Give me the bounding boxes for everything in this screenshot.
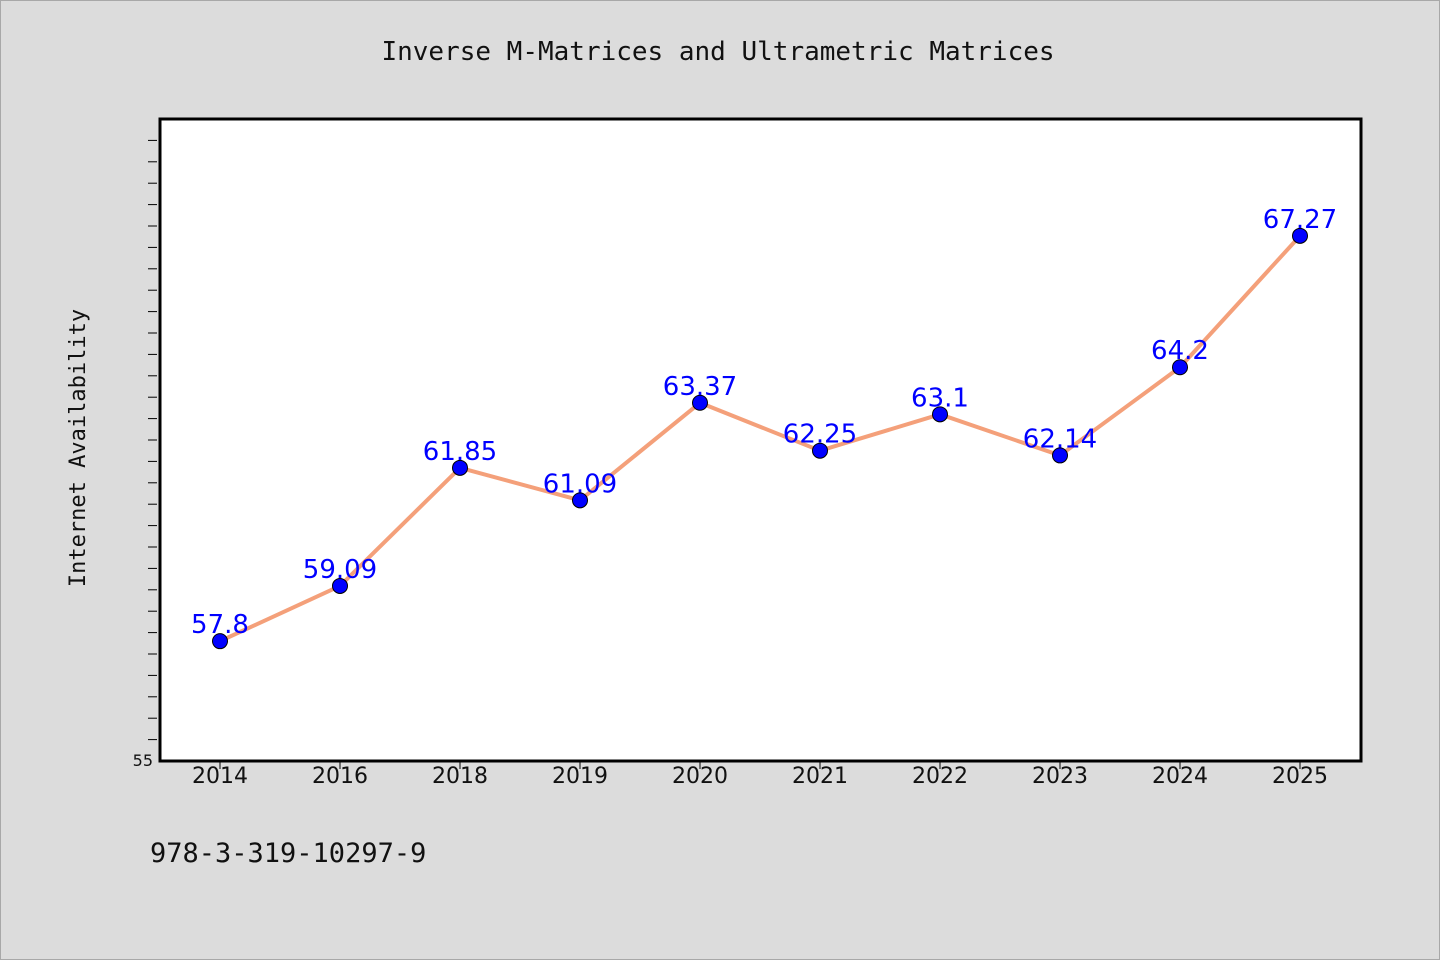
data-label: 59.09	[303, 555, 377, 585]
data-label: 63.1	[911, 383, 969, 413]
x-tick-label: 2020	[672, 764, 728, 789]
series-markers	[212, 227, 1308, 650]
data-point	[1172, 359, 1188, 376]
plot-area	[158, 117, 1363, 763]
x-tick-label: 2014	[192, 764, 248, 789]
x-tick-label: 2023	[1032, 764, 1088, 789]
data-point	[1292, 227, 1308, 244]
data-point	[332, 577, 348, 594]
chart-title: Inverse M-Matrices and Ultrametric Matri…	[381, 37, 1054, 67]
isbn-caption: 978-3-319-10297-9	[150, 838, 426, 869]
data-label: 61.09	[543, 469, 617, 499]
data-point	[812, 442, 828, 459]
data-label: 62.14	[1023, 424, 1097, 454]
y-axis-tick-label: 55	[133, 751, 153, 770]
x-tick-label: 2018	[432, 764, 488, 789]
data-label: 64.2	[1151, 336, 1209, 366]
x-tick-label: 2016	[312, 764, 368, 789]
data-point	[572, 492, 588, 509]
data-label: 57.8	[191, 610, 249, 640]
data-point	[692, 394, 708, 411]
x-tick-label: 2019	[552, 764, 608, 789]
series-line-group	[218, 233, 1302, 644]
series-line	[218, 233, 1302, 644]
x-tick-label: 2024	[1152, 764, 1208, 789]
y-axis-label: Internet Availability	[66, 309, 91, 587]
data-labels: 57.8 59.09 61.85 61.09 63.37 62.25 63.1 62.14 64…	[191, 205, 1337, 640]
data-label: 67.27	[1263, 205, 1337, 235]
data-point	[452, 459, 468, 476]
x-axis-ticks: 2014 2016 2018 2019 2020 2021 2022 2023 2024 2025	[192, 761, 1328, 789]
x-tick-label: 2021	[792, 764, 848, 789]
y-axis-ticks	[148, 139, 157, 741]
x-tick-label: 2022	[912, 764, 968, 789]
data-label: 63.37	[663, 372, 737, 402]
data-point	[212, 633, 228, 650]
data-point	[1052, 447, 1068, 464]
data-label: 62.25	[783, 420, 857, 450]
data-point	[932, 406, 948, 423]
x-tick-label: 2025	[1272, 764, 1328, 789]
data-label: 61.85	[423, 437, 497, 467]
